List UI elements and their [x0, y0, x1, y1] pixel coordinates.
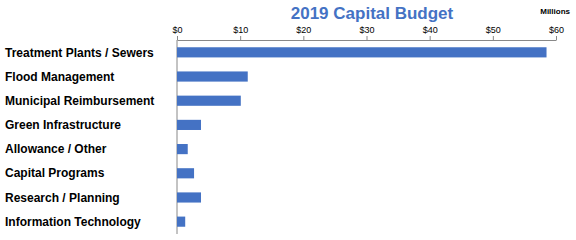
- tick: $20: [296, 25, 311, 40]
- bar: [177, 71, 248, 81]
- bars: [177, 47, 547, 226]
- chart: $0 $10 $20 $30 $40 $50 $60 2019 Capital Budget M…: [0, 0, 576, 240]
- category-labels: Treatment Plants / Sewers Flood Managemen…: [5, 46, 154, 229]
- category-label: Flood Management: [5, 70, 114, 84]
- tick-label: $0: [172, 25, 182, 35]
- bar: [177, 217, 185, 227]
- tick-label: $10: [233, 25, 248, 35]
- tick: $10: [233, 25, 248, 40]
- tick-label: $20: [296, 25, 311, 35]
- bar: [177, 47, 547, 57]
- plot: $0 $10 $20 $30 $40 $50 $60: [172, 25, 564, 234]
- category-label: Research / Planning: [5, 191, 120, 205]
- tick-mark: [303, 36, 304, 40]
- category-label: Capital Programs: [5, 166, 105, 180]
- tick-mark: [556, 36, 557, 40]
- bar: [177, 96, 241, 106]
- x-axis: $0 $10 $20 $30 $40 $50 $60: [172, 25, 564, 41]
- tick-label: $60: [549, 25, 564, 35]
- tick: $50: [486, 25, 501, 40]
- bar: [177, 168, 194, 178]
- tick-mark: [493, 36, 494, 40]
- category-label: Allowance / Other: [5, 142, 107, 156]
- tick-label: $40: [423, 25, 438, 35]
- tick: $60: [549, 25, 564, 40]
- category-label: Green Infrastructure: [5, 118, 121, 132]
- category-label: Municipal Reimbursement: [5, 94, 154, 108]
- y-axis-line: [177, 40, 178, 234]
- category-label: Information Technology: [5, 215, 141, 229]
- bar: [177, 144, 188, 154]
- tick: $30: [359, 25, 374, 40]
- axis-title: Millions: [540, 7, 570, 16]
- tick: $0: [172, 25, 182, 40]
- tick-mark: [367, 36, 368, 40]
- title: 2019 Capital Budget: [291, 4, 454, 23]
- category-label: Treatment Plants / Sewers: [5, 46, 154, 60]
- tick-label: $30: [359, 25, 374, 35]
- tick-mark: [177, 36, 178, 40]
- tick-mark: [240, 36, 241, 40]
- tick: $40: [423, 25, 438, 40]
- axis-line: [178, 40, 557, 41]
- tick-label: $50: [486, 25, 501, 35]
- tick-mark: [430, 36, 431, 40]
- bar: [177, 120, 201, 130]
- bar: [177, 192, 201, 202]
